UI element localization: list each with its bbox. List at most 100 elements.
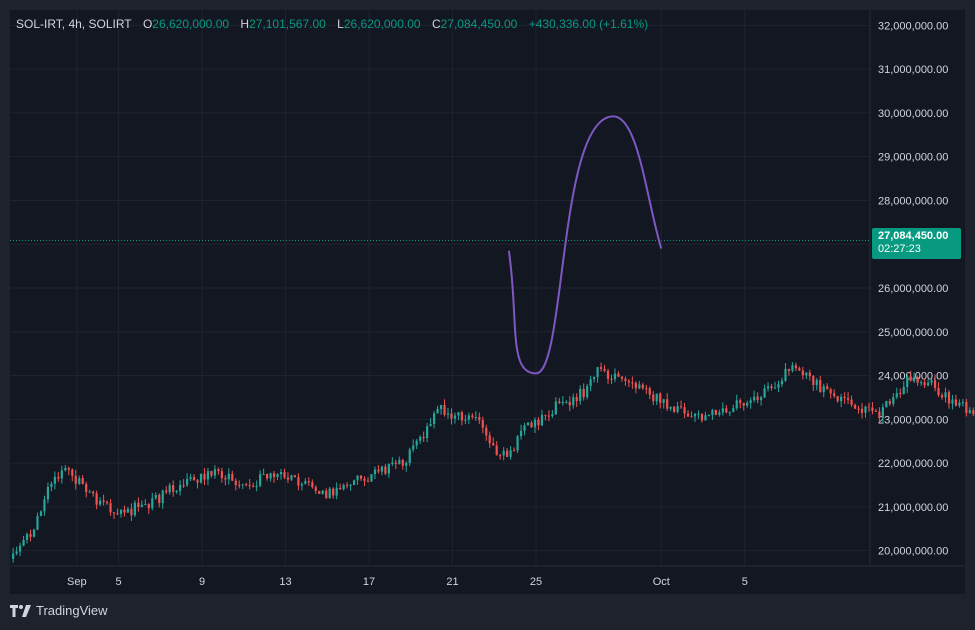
candle[interactable] xyxy=(123,505,126,517)
candle[interactable] xyxy=(902,381,905,395)
candle[interactable] xyxy=(697,410,700,419)
candle[interactable] xyxy=(645,384,648,395)
candle[interactable] xyxy=(78,475,81,485)
candle[interactable] xyxy=(269,472,272,482)
candle[interactable] xyxy=(920,380,923,386)
candle[interactable] xyxy=(102,494,105,506)
candle[interactable] xyxy=(860,403,864,419)
candle[interactable] xyxy=(286,472,290,483)
candle[interactable] xyxy=(805,372,808,380)
candle[interactable] xyxy=(311,479,314,489)
candle[interactable] xyxy=(137,497,140,512)
candle[interactable] xyxy=(916,375,919,386)
candle[interactable] xyxy=(704,411,707,421)
candle[interactable] xyxy=(314,485,317,494)
candle[interactable] xyxy=(593,376,596,383)
candle[interactable] xyxy=(168,482,171,495)
candle[interactable] xyxy=(352,479,356,486)
candle[interactable] xyxy=(746,400,749,408)
candle[interactable] xyxy=(335,482,338,500)
candle[interactable] xyxy=(523,422,526,436)
candle[interactable] xyxy=(756,392,759,404)
candle[interactable] xyxy=(648,386,651,400)
candle[interactable] xyxy=(499,453,502,460)
candle[interactable] xyxy=(262,468,265,475)
candle[interactable] xyxy=(474,411,477,421)
candle[interactable] xyxy=(826,383,829,390)
candle[interactable] xyxy=(467,412,470,425)
candle[interactable] xyxy=(140,500,143,508)
candle[interactable] xyxy=(808,369,811,381)
candle[interactable] xyxy=(707,414,711,417)
candle[interactable] xyxy=(711,408,714,420)
candle[interactable] xyxy=(304,478,307,485)
candle[interactable] xyxy=(840,393,843,408)
candle[interactable] xyxy=(589,375,592,392)
candle[interactable] xyxy=(67,466,70,476)
candle[interactable] xyxy=(356,475,359,485)
candle[interactable] xyxy=(951,394,954,410)
candle[interactable] xyxy=(853,403,857,409)
candle[interactable] xyxy=(652,391,655,406)
candle[interactable] xyxy=(739,398,742,409)
candle[interactable] xyxy=(728,411,731,417)
candle[interactable] xyxy=(293,474,297,478)
candle[interactable] xyxy=(220,467,223,483)
candle[interactable] xyxy=(217,467,220,475)
candle[interactable] xyxy=(154,492,157,500)
candle[interactable] xyxy=(189,473,192,482)
candle[interactable] xyxy=(909,370,912,382)
candle[interactable] xyxy=(384,464,387,476)
candle[interactable] xyxy=(307,477,310,487)
symbol-legend[interactable]: SOL-IRT, 4h, SOLIRT O26,620,000.00 H27,1… xyxy=(16,17,648,31)
candle[interactable] xyxy=(241,483,244,490)
candle[interactable] xyxy=(130,503,133,521)
candle[interactable] xyxy=(81,475,84,485)
candle[interactable] xyxy=(50,481,53,492)
candle[interactable] xyxy=(784,363,787,383)
candle[interactable] xyxy=(22,535,25,547)
candle[interactable] xyxy=(582,383,585,401)
candle[interactable] xyxy=(12,547,15,563)
candle[interactable] xyxy=(586,384,589,400)
candle[interactable] xyxy=(492,437,495,446)
candle[interactable] xyxy=(742,402,745,411)
candle[interactable] xyxy=(777,380,780,393)
candle[interactable] xyxy=(819,376,822,393)
candle[interactable] xyxy=(182,479,185,488)
candle[interactable] xyxy=(794,362,797,372)
candle[interactable] xyxy=(617,371,620,377)
candle[interactable] xyxy=(913,372,916,383)
candle[interactable] xyxy=(749,397,752,409)
candle[interactable] xyxy=(516,434,519,454)
candle[interactable] xyxy=(850,395,853,408)
candle[interactable] xyxy=(606,368,610,385)
candle[interactable] xyxy=(370,474,373,482)
candle[interactable] xyxy=(947,389,951,409)
candle[interactable] xyxy=(906,372,909,394)
candle[interactable] xyxy=(172,480,175,497)
candle[interactable] xyxy=(763,384,766,399)
candle[interactable] xyxy=(836,395,839,403)
candle[interactable] xyxy=(843,392,846,404)
candle[interactable] xyxy=(165,486,168,495)
candle[interactable] xyxy=(248,479,251,490)
candle[interactable] xyxy=(509,445,512,460)
candle[interactable] xyxy=(29,529,32,542)
candle[interactable] xyxy=(596,366,599,383)
candle[interactable] xyxy=(610,374,613,384)
candle[interactable] xyxy=(502,447,505,461)
candle[interactable] xyxy=(899,388,902,398)
candle[interactable] xyxy=(930,378,933,386)
candle[interactable] xyxy=(558,397,561,404)
candle[interactable] xyxy=(599,362,603,372)
candle[interactable] xyxy=(175,490,178,494)
candle[interactable] xyxy=(815,378,818,391)
candle[interactable] xyxy=(276,473,279,481)
candle[interactable] xyxy=(655,393,658,405)
candle[interactable] xyxy=(88,489,91,493)
candle[interactable] xyxy=(770,383,773,391)
candle[interactable] xyxy=(478,412,481,425)
candle[interactable] xyxy=(119,509,123,518)
candle[interactable] xyxy=(679,400,683,409)
